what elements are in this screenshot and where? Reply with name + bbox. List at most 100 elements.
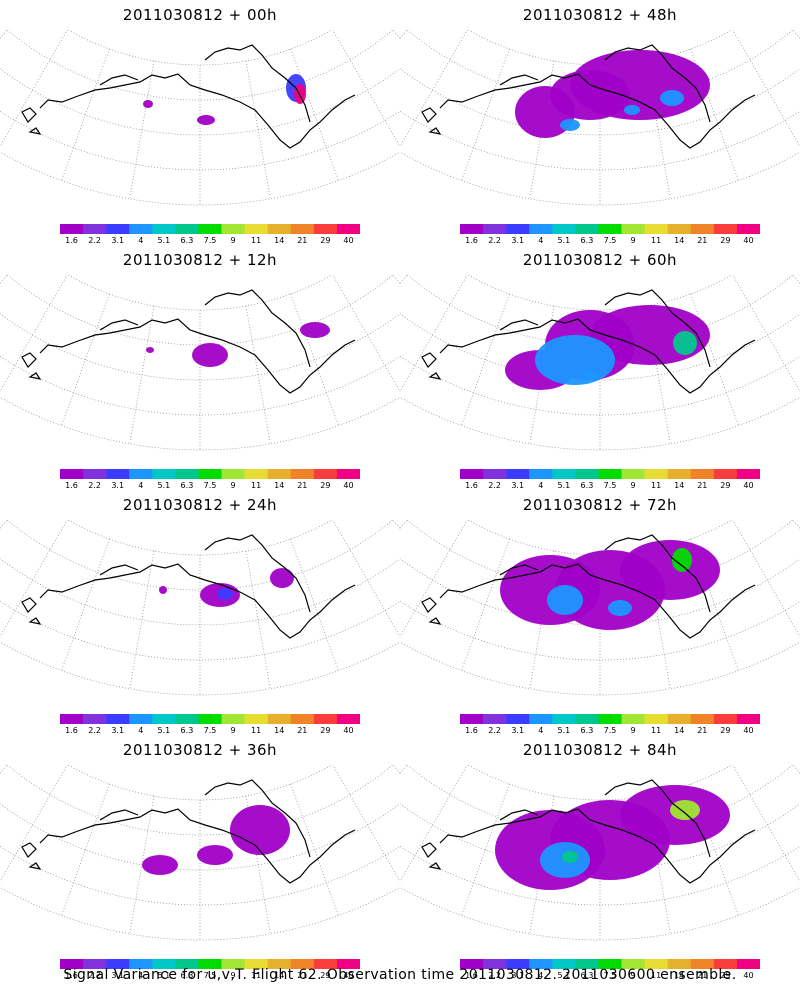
colorbar-swatch (313, 224, 338, 234)
forecast-panel: 2011030812 + 12h 1.6 2.2 3.1 4 5.1 6.3 7.5 9 11 14… (0, 245, 400, 490)
colorbar-label: 40 (343, 726, 354, 735)
colorbar-swatch (175, 469, 199, 479)
coastline (28, 127, 42, 135)
colorbar-swatch (460, 714, 484, 724)
colorbar-label: 21 (297, 236, 308, 245)
colorbar-label: 9 (630, 971, 636, 980)
colorbar-swatch (313, 714, 338, 724)
meridian-line (332, 275, 400, 393)
colorbar-swatch (244, 714, 268, 724)
colorbar-label: 4 (138, 481, 144, 490)
colorbar-swatch (198, 224, 222, 234)
colorbar-label: 3.1 (111, 236, 125, 245)
colorbar-swatch (621, 959, 645, 969)
colorbar-swatch (575, 714, 599, 724)
colorbar-label: 1.6 (65, 726, 78, 735)
coastlines (421, 534, 756, 639)
colorbar-label: 14 (674, 726, 685, 735)
map-projection (400, 30, 800, 206)
colorbar-swatch (529, 959, 553, 969)
coastline (39, 73, 356, 149)
colorbar-label: 21 (697, 726, 708, 735)
colorbar-label: 1.6 (465, 971, 478, 980)
forecast-panel: 2011030812 + 00h 1.6 2.2 3.1 4 5.1 6.3 7.5 9 11 14… (0, 0, 400, 245)
coastline (39, 808, 356, 884)
latitude-circle (67, 30, 333, 66)
colorbar-swatch (483, 959, 507, 969)
colorbar-label: 21 (697, 236, 708, 245)
map-projection (0, 30, 400, 206)
colorbar-swatch (60, 224, 84, 234)
variance-contour (535, 335, 615, 385)
latitude-circle (467, 275, 733, 311)
colorbar-swatch (198, 469, 222, 479)
meridian-line (400, 765, 408, 774)
colorbar-swatch (290, 224, 315, 234)
meridian-line (61, 783, 110, 916)
colorbar-label: 29 (720, 481, 731, 490)
latitude-circle (467, 765, 733, 801)
variance-contour (143, 100, 153, 108)
coastline (428, 127, 442, 135)
coastline (439, 808, 756, 884)
colorbar-swatch (221, 714, 245, 724)
colorbar-labels: 1.6 2.2 3.1 4 5.1 6.3 7.5 9 11 14 21 29 40 (60, 726, 360, 736)
latitude-circle (0, 396, 400, 451)
coastline (204, 44, 311, 123)
coastlines (21, 289, 356, 394)
colorbar-swatch (60, 469, 84, 479)
colorbar-swatch (267, 959, 292, 969)
panel-title: 2011030812 + 12h (122, 251, 278, 269)
colorbar-swatch (152, 959, 176, 969)
meridian-line (461, 538, 510, 671)
colorbar-label: 14 (274, 726, 285, 735)
colorbar-label: 6.3 (580, 481, 594, 490)
colorbar-label: 14 (674, 236, 685, 245)
colorbar-label: 6.3 (580, 726, 594, 735)
colorbar-label: 6.3 (180, 726, 194, 735)
colorbar-label: 11 (651, 726, 662, 735)
panel-title: 2011030812 + 24h (122, 496, 278, 514)
meridian-line (0, 30, 8, 39)
forecast-panel: 2011030812 + 24h 1.6 2.2 3.1 4 5.1 6.3 7.5 9 11 14… (0, 490, 400, 735)
meridian-line (332, 30, 400, 148)
colorbar-label: 40 (743, 481, 754, 490)
variance-contour (547, 585, 583, 615)
coastline (204, 289, 311, 368)
colorbar (460, 714, 760, 724)
colorbar-label: 3.1 (511, 236, 525, 245)
colorbar-label: 40 (343, 971, 354, 980)
meridian-line (792, 520, 800, 529)
colorbar-label: 4 (538, 236, 544, 245)
colorbar-label: 5.1 (557, 481, 571, 490)
colorbar-label: 2.2 (88, 971, 101, 980)
meridian-line (61, 538, 110, 671)
colorbar-swatch (736, 469, 760, 479)
colorbar-label: 1.6 (65, 971, 78, 980)
colorbar (460, 469, 760, 479)
panel-title: 2011030812 + 00h (122, 6, 278, 24)
coastline (204, 534, 311, 613)
colorbar-swatch (483, 469, 507, 479)
colorbar-label: 5.1 (557, 726, 571, 735)
colorbar-labels: 1.6 2.2 3.1 4 5.1 6.3 7.5 9 11 14 21 29 40 (60, 481, 360, 491)
map-projection (400, 520, 800, 696)
colorbar-swatch (736, 959, 760, 969)
meridian-line (792, 275, 800, 284)
colorbar-label: 4 (138, 726, 144, 735)
colorbar-swatch (713, 714, 738, 724)
colorbar-label: 11 (651, 971, 662, 980)
colorbar-swatch (529, 714, 553, 724)
coastline (39, 563, 356, 639)
colorbar-swatch (336, 714, 360, 724)
variance-contour (146, 347, 154, 353)
colorbar-swatch (552, 959, 576, 969)
colorbar-swatch (106, 714, 130, 724)
colorbar (460, 224, 760, 234)
latitude-circle (67, 275, 333, 311)
meridian-line (400, 275, 408, 284)
colorbar-label: 1.6 (465, 726, 478, 735)
coastline (28, 372, 42, 380)
latitude-circle (0, 886, 400, 941)
colorbar-label: 5.1 (157, 236, 171, 245)
